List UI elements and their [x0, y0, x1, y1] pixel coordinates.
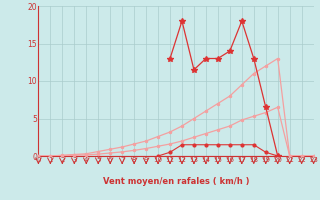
X-axis label: Vent moyen/en rafales ( km/h ): Vent moyen/en rafales ( km/h )	[103, 177, 249, 186]
